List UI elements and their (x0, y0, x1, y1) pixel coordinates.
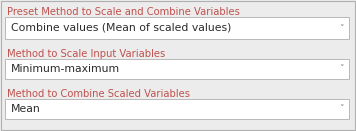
Text: Mean: Mean (11, 104, 41, 114)
FancyBboxPatch shape (5, 17, 349, 39)
Text: Minimum-maximum: Minimum-maximum (11, 64, 120, 74)
Text: Method to Combine Scaled Variables: Method to Combine Scaled Variables (7, 89, 190, 99)
Text: ˅: ˅ (339, 64, 343, 73)
Text: Method to Scale Input Variables: Method to Scale Input Variables (7, 49, 165, 59)
Text: Preset Method to Scale and Combine Variables: Preset Method to Scale and Combine Varia… (7, 7, 240, 17)
Text: ˅: ˅ (339, 23, 343, 32)
FancyBboxPatch shape (1, 1, 355, 130)
Text: ˅: ˅ (339, 105, 343, 113)
FancyBboxPatch shape (5, 59, 349, 79)
Text: Combine values (Mean of scaled values): Combine values (Mean of scaled values) (11, 23, 231, 33)
FancyBboxPatch shape (5, 99, 349, 119)
